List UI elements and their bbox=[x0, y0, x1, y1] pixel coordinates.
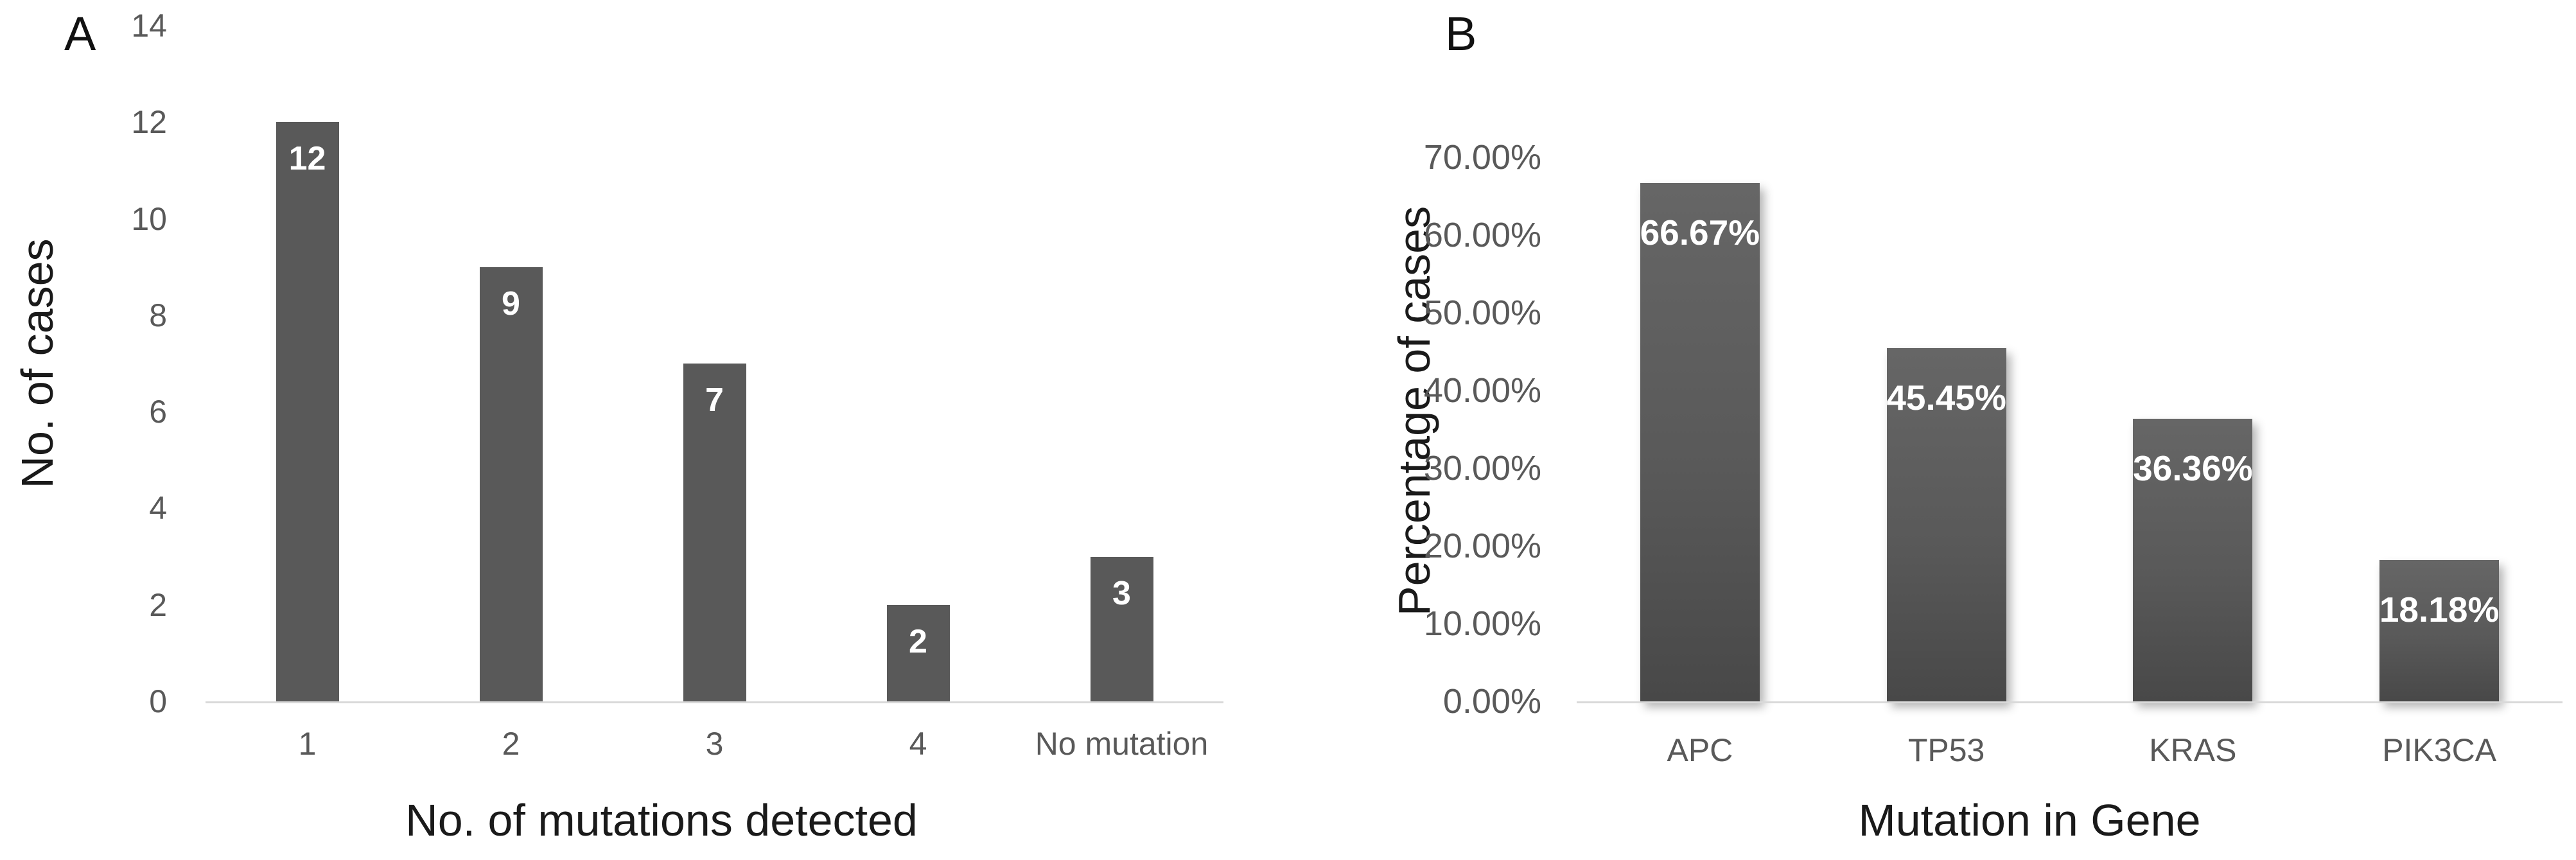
x-axis-title-b: Mutation in Gene bbox=[1858, 795, 2201, 845]
y-tick-label: 6 bbox=[149, 394, 167, 430]
bar-value-label: 12 bbox=[288, 140, 326, 177]
y-tick-label: 0.00% bbox=[1442, 682, 1541, 721]
x-tick-label: 2 bbox=[502, 726, 520, 762]
y-tick-label: 8 bbox=[149, 297, 167, 333]
bar-value-label: 7 bbox=[705, 382, 724, 419]
y-tick-label: 0 bbox=[149, 683, 167, 719]
x-tick-label: KRAS bbox=[2149, 732, 2237, 768]
y-tick-label: 60.00% bbox=[1423, 216, 1541, 254]
x-tick-label: No mutation bbox=[1035, 726, 1209, 762]
x-axis-line-a bbox=[206, 701, 1223, 703]
panel-label-b: B bbox=[1445, 7, 1477, 60]
x-tick-label: PIK3CA bbox=[2382, 732, 2497, 768]
bar-value-label: 36.36% bbox=[2133, 448, 2253, 488]
bar-TP53 bbox=[1886, 348, 2006, 701]
x-tick-label: 4 bbox=[909, 726, 927, 762]
bar-value-label: 3 bbox=[1112, 575, 1131, 612]
y-tick-label: 70.00% bbox=[1423, 138, 1541, 177]
bar-APC bbox=[1640, 183, 1760, 701]
x-tick-label: TP53 bbox=[1907, 732, 1985, 768]
bar-value-label: 45.45% bbox=[1886, 378, 2006, 417]
bar-value-label: 2 bbox=[909, 623, 927, 660]
y-tick-label: 4 bbox=[149, 490, 167, 527]
y-tick-label: 2 bbox=[149, 586, 167, 623]
bar-1 bbox=[276, 122, 339, 701]
y-tick-label: 14 bbox=[131, 8, 167, 44]
y-tick-label: 20.00% bbox=[1423, 527, 1541, 565]
bar-2 bbox=[479, 267, 543, 701]
x-axis-title-a: No. of mutations detected bbox=[405, 795, 918, 845]
x-tick-label: 1 bbox=[298, 726, 317, 762]
bar-value-label: 18.18% bbox=[2379, 590, 2500, 629]
y-tick-label: 10.00% bbox=[1423, 604, 1541, 643]
x-tick-label: 3 bbox=[705, 726, 724, 762]
bar-3 bbox=[683, 364, 746, 701]
y-tick-label: 40.00% bbox=[1423, 371, 1541, 410]
x-tick-label: APC bbox=[1667, 732, 1733, 768]
bar-No mutation bbox=[1090, 557, 1153, 701]
panel-label-a: A bbox=[64, 7, 96, 60]
bar-4 bbox=[886, 605, 950, 701]
x-axis-line-b bbox=[1577, 701, 2563, 703]
y-tick-label: 12 bbox=[131, 104, 167, 141]
y-tick-label: 10 bbox=[131, 200, 167, 237]
y-tick-label: 30.00% bbox=[1423, 449, 1541, 487]
y-tick-label: 50.00% bbox=[1423, 294, 1541, 332]
bar-value-label: 9 bbox=[502, 285, 520, 322]
bar-KRAS bbox=[2133, 419, 2253, 701]
bar-PIK3CA bbox=[2379, 560, 2500, 701]
bar-value-label: 66.67% bbox=[1640, 213, 1760, 252]
